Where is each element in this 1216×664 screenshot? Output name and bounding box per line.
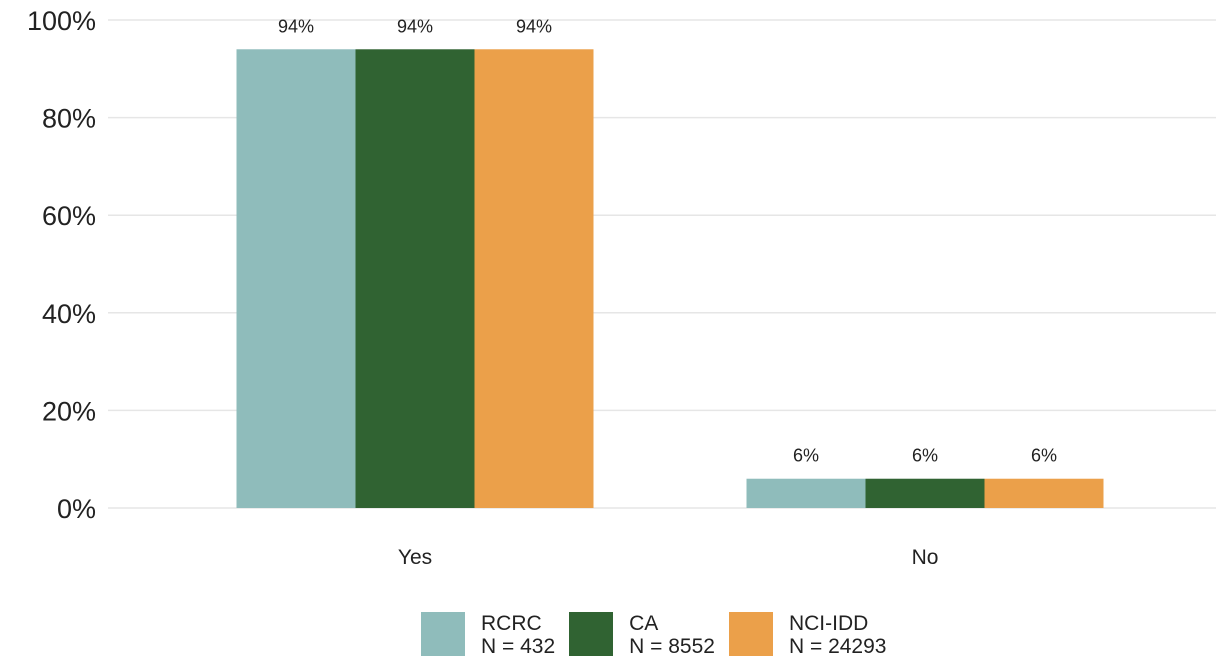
bar bbox=[236, 49, 356, 508]
data-label: 6% bbox=[912, 446, 938, 466]
legend-n-rcrc: N = 432 bbox=[481, 635, 556, 658]
y-tick-label: 20% bbox=[42, 396, 96, 426]
data-label: 6% bbox=[793, 446, 819, 466]
bar bbox=[474, 49, 594, 508]
legend-name-rcrc: RCRC bbox=[481, 612, 542, 635]
data-label: 94% bbox=[397, 16, 433, 36]
legend-item-nci-idd: NCI-IDD N = 24293 bbox=[728, 612, 887, 658]
legend-swatch-nci-idd bbox=[728, 612, 773, 656]
legend-swatch-ca bbox=[569, 612, 614, 656]
legend-n-ca: N = 8552 bbox=[629, 635, 715, 658]
y-tick-label: 40% bbox=[42, 299, 96, 329]
legend-name-nci-idd: NCI-IDD bbox=[788, 612, 869, 635]
data-label: 6% bbox=[1031, 446, 1057, 466]
data-label: 94% bbox=[278, 16, 314, 36]
legend-item-ca: CA N = 8552 bbox=[569, 612, 715, 658]
x-tick-label: Yes bbox=[398, 546, 432, 569]
bar bbox=[746, 478, 866, 508]
y-tick-label: 60% bbox=[42, 201, 96, 231]
y-tick-label: 80% bbox=[42, 104, 96, 134]
legend-swatch-rcrc bbox=[421, 612, 465, 656]
data-label: 94% bbox=[516, 16, 552, 36]
legend: RCRC N = 432 CA N = 8552 NCI-IDD N = 242… bbox=[421, 612, 900, 658]
x-tick-label: No bbox=[912, 546, 939, 569]
y-tick-label: 100% bbox=[27, 6, 96, 36]
legend-n-nci-idd: N = 24293 bbox=[788, 635, 887, 658]
bar bbox=[984, 478, 1104, 508]
bar bbox=[355, 49, 475, 508]
legend-name-ca: CA bbox=[629, 612, 659, 635]
legend-item-rcrc: RCRC N = 432 bbox=[421, 612, 555, 658]
bar bbox=[865, 478, 985, 508]
y-tick-label: 0% bbox=[57, 494, 96, 524]
